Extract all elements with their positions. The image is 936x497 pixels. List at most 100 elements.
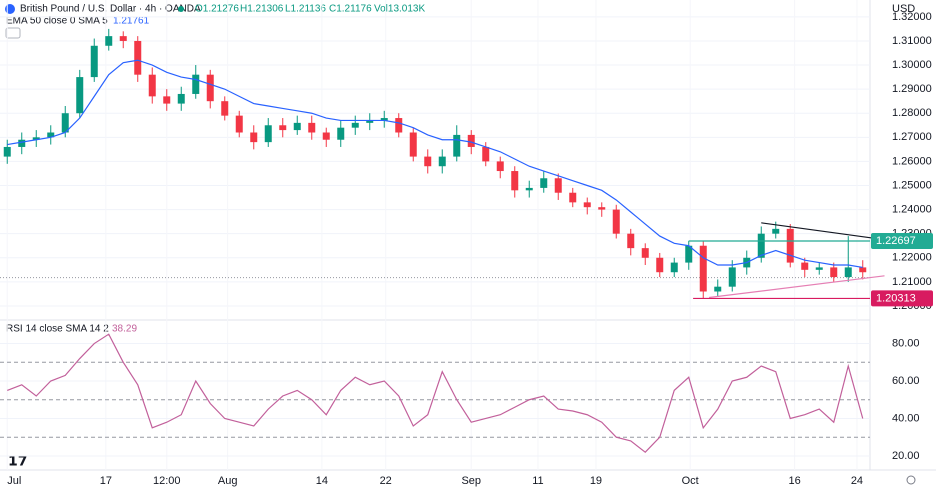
- ohlc-open: O1.21276: [195, 4, 239, 15]
- candle-body: [293, 122, 301, 131]
- candle-body: [598, 207, 606, 210]
- price-tag-label: 1.20313: [876, 292, 916, 304]
- ohlc-low: L1.21136: [285, 4, 326, 15]
- candle-body: [163, 96, 171, 104]
- candle-body: [467, 134, 475, 147]
- x-tick-label: Jul: [7, 475, 21, 487]
- price-tag: [871, 290, 933, 307]
- candle-body: [772, 228, 780, 234]
- x-tick-label: Sep: [461, 475, 481, 487]
- candle-body: [424, 156, 432, 167]
- candle-body: [264, 125, 272, 143]
- symbol-title[interactable]: British Pound / U.S. Dollar · 4h · OANDA: [20, 4, 201, 15]
- candle-body: [380, 118, 388, 121]
- candle-body: [627, 233, 635, 249]
- candle-body: [409, 132, 417, 157]
- candle-body: [859, 267, 867, 273]
- candle-body: [3, 146, 11, 157]
- y-tick-label: 80.00: [892, 337, 920, 349]
- ohlc-close: C1.21176: [329, 4, 372, 15]
- y-tick-label: 1.32000: [892, 11, 932, 23]
- candle-body: [366, 120, 374, 123]
- x-tick-label: 17: [100, 475, 112, 487]
- price-tag: [871, 232, 933, 249]
- symbol-icon: [5, 4, 15, 14]
- candle-body: [801, 262, 809, 270]
- candle-body: [844, 267, 852, 278]
- volume: Vol13.013K: [374, 4, 425, 15]
- ema-line: [7, 59, 863, 269]
- candle-body: [656, 257, 664, 273]
- candle-body: [554, 178, 562, 193]
- candle-body: [525, 187, 533, 191]
- candle-body: [32, 137, 40, 140]
- x-tick-label: 22: [380, 475, 392, 487]
- candle-body: [61, 113, 69, 133]
- candle-body: [438, 156, 446, 167]
- settings-icon[interactable]: [906, 475, 916, 485]
- candle-body: [337, 127, 345, 140]
- y-tick-label: 1.22000: [892, 252, 932, 264]
- currency[interactable]: USD: [892, 3, 915, 15]
- collapse-button[interactable]: [5, 27, 21, 39]
- candle-body: [18, 139, 26, 147]
- market-status: [178, 6, 184, 12]
- rsi-value: 38.29: [112, 324, 137, 335]
- candle-body: [322, 132, 330, 140]
- ema-legend[interactable]: EMA 50 close 0 SMA 5: [6, 16, 108, 27]
- y-tick-label: 1.28000: [892, 107, 932, 119]
- candle-body: [177, 93, 185, 104]
- candle-body: [830, 267, 838, 278]
- candle-body: [540, 178, 548, 188]
- candle-body: [148, 74, 156, 97]
- candle-body: [395, 118, 403, 133]
- y-tick-label: 1.24000: [892, 203, 932, 215]
- candle-body: [235, 115, 243, 133]
- x-tick-label: Oct: [682, 475, 699, 487]
- x-tick-label: 12:00: [153, 475, 181, 487]
- rsi-legend[interactable]: RSI 14 close SMA 14 2: [6, 324, 109, 335]
- candle-body: [119, 36, 127, 41]
- y-tick-label: 1.25000: [892, 179, 932, 191]
- candle-body: [583, 202, 591, 208]
- y-tick-label: 1.31000: [892, 35, 932, 47]
- candle-body: [641, 248, 649, 258]
- y-tick-label: 1.26000: [892, 155, 932, 167]
- candle-body: [757, 233, 765, 258]
- candle-body: [279, 125, 287, 131]
- x-tick-label: 19: [590, 475, 602, 487]
- candle-body: [728, 267, 736, 287]
- trendline: [761, 222, 885, 241]
- y-tick-label: 20.00: [892, 450, 920, 462]
- candle-body: [76, 77, 84, 114]
- y-tick-label: 1.27000: [892, 131, 932, 143]
- x-tick-label: Aug: [218, 475, 238, 487]
- candle-body: [134, 40, 142, 75]
- candle-body: [714, 286, 722, 292]
- candle-body: [612, 209, 620, 234]
- x-tick-label: 16: [788, 475, 800, 487]
- candle-body: [453, 134, 461, 157]
- candle-body: [47, 132, 55, 138]
- x-tick-label: 14: [316, 475, 328, 487]
- candle-body: [699, 245, 707, 292]
- candle-body: [670, 262, 678, 273]
- candle-body: [482, 146, 490, 162]
- ohlc-high: H1.21306: [240, 4, 284, 15]
- candle-body: [569, 192, 577, 203]
- x-tick-label: 11: [532, 475, 543, 487]
- candle-body: [511, 171, 519, 191]
- rsi-line: [7, 333, 864, 454]
- candle-body: [786, 228, 794, 263]
- y-tick-label: 1.29000: [892, 83, 932, 95]
- y-tick-label: 60.00: [892, 375, 920, 387]
- candle-body: [250, 132, 258, 143]
- x-tick-label: 24: [851, 475, 863, 487]
- candle-body: [308, 122, 316, 133]
- y-tick-label: 1.21000: [892, 276, 932, 288]
- candle-body: [206, 74, 214, 102]
- candle-body: [105, 36, 113, 46]
- candle-body: [221, 101, 229, 116]
